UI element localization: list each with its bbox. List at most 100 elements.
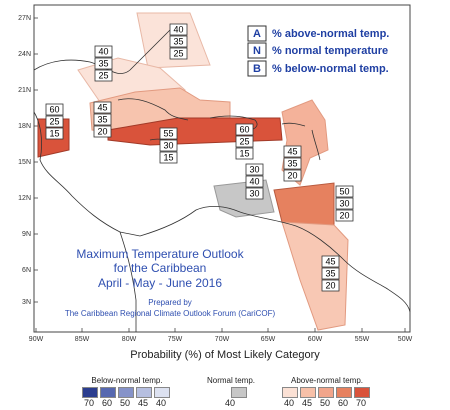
prob-box-cayman bbox=[93, 101, 112, 114]
lon-label-55W: 55W bbox=[355, 336, 370, 343]
scale-below-value: 40 bbox=[155, 398, 166, 408]
lon-label-60W: 60W bbox=[308, 336, 323, 343]
scale-normal-label: Normal temp. bbox=[207, 376, 256, 385]
prob-value-hispaniola-pr: 15 bbox=[239, 149, 249, 159]
scale-below-value: 45 bbox=[137, 398, 148, 408]
prob-box-gulf-north bbox=[169, 47, 188, 60]
lat-label-18N: 18N bbox=[18, 123, 31, 130]
prob-box-hispaniola-pr bbox=[235, 135, 254, 148]
scale-below-swatch bbox=[118, 387, 134, 398]
lon-label-50W: 50W bbox=[398, 336, 413, 343]
scale-above-value: 40 bbox=[283, 398, 294, 408]
prob-value-abc-islands: 30 bbox=[249, 189, 259, 199]
prob-value-jamaica-band: 55 bbox=[163, 129, 173, 139]
prob-box-belize bbox=[45, 103, 64, 116]
prob-box-leewards bbox=[283, 157, 302, 170]
lon-label-80W: 80W bbox=[122, 336, 137, 343]
prob-box-guianas bbox=[321, 267, 340, 280]
prob-box-bahamas bbox=[94, 45, 113, 58]
lat-label-24N: 24N bbox=[18, 51, 31, 58]
prob-box-jamaica-band bbox=[159, 139, 178, 152]
prob-box-cayman bbox=[93, 125, 112, 138]
key-box-b bbox=[247, 60, 267, 77]
lat-label-9N: 9N bbox=[22, 231, 31, 238]
lat-label-21N: 21N bbox=[18, 87, 31, 94]
prob-box-leewards bbox=[283, 169, 302, 182]
prob-value-cayman: 20 bbox=[97, 127, 107, 137]
prob-value-bahamas: 35 bbox=[98, 59, 108, 69]
prob-value-abc-islands: 30 bbox=[249, 165, 259, 175]
prob-value-guianas: 45 bbox=[325, 257, 335, 267]
key-box-n bbox=[247, 42, 267, 59]
prob-value-jamaica-band: 15 bbox=[163, 153, 173, 163]
scale-above-swatch bbox=[300, 387, 316, 398]
scale-above-label: Above-normal temp. bbox=[290, 376, 364, 385]
key-letter-n: N bbox=[253, 45, 261, 57]
prob-box-abc-islands bbox=[245, 175, 264, 188]
scale-normal-swatches bbox=[207, 387, 255, 398]
key-letter-b: B bbox=[253, 63, 261, 75]
key-box-a bbox=[247, 25, 267, 42]
prob-box-hispaniola-pr bbox=[235, 147, 254, 160]
prob-box-abc-islands bbox=[245, 163, 264, 176]
prob-box-jamaica-band bbox=[159, 127, 178, 140]
lon-label-65W: 65W bbox=[261, 336, 276, 343]
prob-box-guianas bbox=[321, 279, 340, 292]
lat-label-3N: 3N bbox=[22, 299, 31, 306]
prob-value-abc-islands: 40 bbox=[249, 177, 259, 187]
prob-value-leewards: 35 bbox=[287, 159, 297, 169]
scale-normal-values: 40 bbox=[207, 398, 255, 408]
prob-value-belize: 25 bbox=[49, 117, 59, 127]
prob-value-windwards: 30 bbox=[339, 199, 349, 209]
prob-box-hispaniola-pr bbox=[235, 123, 254, 136]
lat-label-27N: 27N bbox=[18, 15, 31, 22]
title-line-3: April - May - June 2016 bbox=[98, 276, 222, 290]
scale-below-swatch bbox=[82, 387, 98, 398]
prob-value-bahamas: 25 bbox=[98, 71, 108, 81]
lat-label-15N: 15N bbox=[18, 159, 31, 166]
lon-label-85W: 85W bbox=[75, 336, 90, 343]
lat-label-12N: 12N bbox=[18, 195, 31, 202]
prob-value-gulf-north: 40 bbox=[173, 25, 183, 35]
scale-above-swatch bbox=[318, 387, 334, 398]
scale-below-swatch bbox=[154, 387, 170, 398]
prob-box-gulf-north bbox=[169, 35, 188, 48]
prob-box-jamaica-band bbox=[159, 151, 178, 164]
prob-value-gulf-north: 25 bbox=[173, 49, 183, 59]
prob-value-hispaniola-pr: 25 bbox=[239, 137, 249, 147]
key-text-b: % below-normal temp. bbox=[272, 63, 389, 75]
key-letter-a: A bbox=[253, 28, 261, 40]
coastlines bbox=[33, 29, 411, 332]
scale-above-swatches bbox=[282, 387, 372, 398]
scale-below-swatch bbox=[100, 387, 116, 398]
scale-above: Above-normal temp. 40 45 50 60 70 bbox=[282, 376, 372, 408]
prob-box-windwards bbox=[335, 185, 354, 198]
prob-box-windwards bbox=[335, 197, 354, 210]
title-line-1: Maximum Temperature Outlook bbox=[76, 247, 244, 261]
scale-below-value: 70 bbox=[83, 398, 94, 408]
scale-normal: Normal temp. 40 bbox=[207, 376, 255, 408]
scale-above-swatch bbox=[336, 387, 352, 398]
category-key: A % above-normal temp. N % normal temper… bbox=[247, 25, 389, 77]
prob-value-windwards: 50 bbox=[339, 187, 349, 197]
scale-above-swatch bbox=[282, 387, 298, 398]
map-ticks bbox=[34, 17, 406, 332]
prob-value-windwards: 20 bbox=[339, 211, 349, 221]
map-title: Maximum Temperature Outlook for the Cari… bbox=[65, 247, 276, 318]
scale-normal-value: 40 bbox=[224, 398, 235, 408]
prob-box-leewards bbox=[283, 145, 302, 158]
scale-above-value: 60 bbox=[337, 398, 348, 408]
prob-value-cayman: 45 bbox=[97, 103, 107, 113]
prob-value-gulf-north: 35 bbox=[173, 37, 183, 47]
scale-below-values: 70 60 50 45 40 bbox=[82, 398, 172, 408]
prob-value-jamaica-band: 30 bbox=[163, 141, 173, 151]
scale-above-value: 45 bbox=[301, 398, 312, 408]
prob-value-belize: 15 bbox=[49, 129, 59, 139]
scale-above-value: 50 bbox=[319, 398, 330, 408]
lon-label-70W: 70W bbox=[215, 336, 230, 343]
prob-value-guianas: 20 bbox=[325, 281, 335, 291]
prob-value-bahamas: 40 bbox=[98, 47, 108, 57]
